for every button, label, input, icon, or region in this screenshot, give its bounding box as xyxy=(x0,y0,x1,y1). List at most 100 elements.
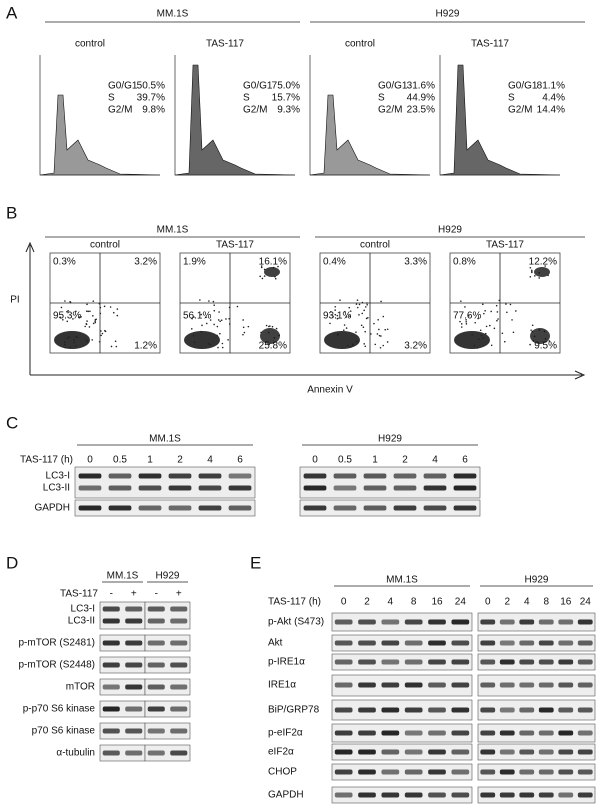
blot-box xyxy=(144,634,191,652)
cell-dot xyxy=(511,319,513,321)
band xyxy=(168,473,192,479)
cell-dot xyxy=(86,303,88,306)
cell-dot xyxy=(260,266,263,269)
band xyxy=(125,706,143,712)
cell-dot xyxy=(228,317,230,320)
band xyxy=(428,619,446,625)
group-header: H929 xyxy=(525,575,549,586)
band xyxy=(404,749,423,755)
group-header: H929 xyxy=(378,434,402,445)
cell-cluster xyxy=(54,331,90,349)
cell-dot xyxy=(358,314,360,316)
band xyxy=(358,619,376,625)
quadrant-percent: 56.1% xyxy=(183,311,211,322)
cell-dot xyxy=(378,328,380,331)
band xyxy=(363,473,387,479)
cell-dot xyxy=(94,320,96,322)
quadrant-percent: 3.2% xyxy=(404,341,427,352)
cell-dot xyxy=(103,305,106,308)
cell-dot xyxy=(86,341,89,343)
phase-percent: 75.0% xyxy=(272,81,300,92)
band xyxy=(428,707,446,713)
phase-label: G0/G1 xyxy=(378,81,408,92)
band xyxy=(480,619,496,625)
cell-dot xyxy=(63,341,66,343)
band xyxy=(303,485,327,491)
cell-dot xyxy=(482,337,484,339)
cell-dot xyxy=(66,337,69,339)
quadrant-percent: 0.3% xyxy=(53,257,76,268)
cell-dot xyxy=(548,340,551,342)
band xyxy=(228,485,252,491)
lane-label: 8 xyxy=(543,597,549,608)
band xyxy=(170,750,188,756)
band xyxy=(168,485,192,491)
band xyxy=(451,659,470,665)
band xyxy=(423,485,447,491)
cell-dot xyxy=(495,304,498,307)
lane-label: 16 xyxy=(431,597,443,608)
band xyxy=(428,730,446,736)
band xyxy=(334,769,353,775)
cell-dot xyxy=(261,277,264,280)
cell-cluster xyxy=(530,328,550,344)
cell-dot xyxy=(89,310,91,313)
band xyxy=(453,485,477,491)
lane-label: 6 xyxy=(237,455,243,466)
cell-dot xyxy=(479,329,482,332)
cell-dot xyxy=(63,343,66,346)
y-axis-label: PI xyxy=(10,295,19,306)
cell-dot xyxy=(485,325,488,328)
phase-percent: 44.9% xyxy=(407,93,435,104)
band xyxy=(393,485,417,491)
row-label: p-mTOR (S2448) xyxy=(18,660,95,671)
band xyxy=(228,505,252,511)
group-header: H929 xyxy=(438,225,462,236)
blot-box xyxy=(299,499,481,517)
cell-dot xyxy=(259,275,261,278)
band xyxy=(577,769,593,775)
cell-dot xyxy=(490,344,493,347)
cell-dot xyxy=(337,333,339,335)
cell-dot xyxy=(112,311,115,314)
cell-cluster xyxy=(264,267,280,277)
cell-dot xyxy=(366,303,368,306)
cell-dot xyxy=(265,324,268,327)
band xyxy=(404,682,423,688)
blot-box xyxy=(331,674,473,697)
band xyxy=(381,619,400,625)
lane-label: 0 xyxy=(87,455,93,466)
cell-dot xyxy=(356,299,359,301)
blot-box xyxy=(331,653,473,671)
quadrant-percent: 3.2% xyxy=(134,257,157,268)
band xyxy=(480,730,496,736)
plot-title: TAS-117 xyxy=(206,39,244,50)
cell-dot xyxy=(477,317,479,320)
cell-cluster xyxy=(534,267,550,277)
cell-dot xyxy=(363,343,366,345)
cell-dot xyxy=(66,320,69,323)
cell-dot xyxy=(365,317,368,320)
blot-box xyxy=(477,723,596,743)
group-header: H929 xyxy=(436,9,460,20)
cell-dot xyxy=(218,311,220,313)
plot-title: control xyxy=(75,39,105,50)
row-label: eIF2α xyxy=(268,747,294,758)
cell-dot xyxy=(493,327,496,330)
band xyxy=(519,792,535,798)
cell-dot xyxy=(544,265,546,267)
cell-dot xyxy=(380,335,382,337)
cell-dot xyxy=(471,334,473,336)
cell-dot xyxy=(67,309,69,312)
band xyxy=(198,473,222,479)
cell-dot xyxy=(367,316,369,319)
cell-dot xyxy=(370,333,372,335)
cell-dot xyxy=(64,300,66,302)
row-label: IRE1α xyxy=(268,680,296,691)
y-arrow xyxy=(25,241,35,375)
band xyxy=(577,749,593,755)
cell-dot xyxy=(191,317,193,320)
blot-box xyxy=(331,723,473,743)
cell-dot xyxy=(334,309,336,311)
cell-dot xyxy=(345,316,348,318)
